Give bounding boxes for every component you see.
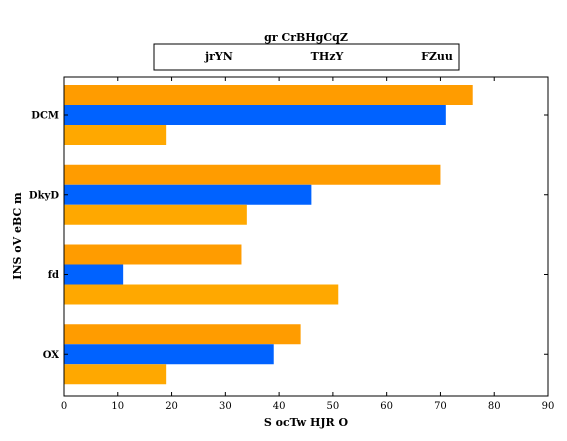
bar-DCM-FZuu	[64, 125, 166, 145]
bar-DkyD-jrYN	[64, 165, 440, 185]
x-tick-label: 0	[61, 401, 67, 412]
x-tick-label: 50	[327, 401, 340, 412]
bar-DCM-THzY	[64, 105, 446, 125]
y-tick-label: DkyD	[29, 190, 59, 201]
x-tick-label: 30	[219, 401, 232, 412]
y-tick-label: DCM	[31, 111, 59, 122]
x-tick-label: 70	[434, 401, 447, 412]
legend: gr CrBHgCqZ jrYN THzY FZuu	[154, 31, 459, 70]
y-tick-label: fd	[48, 270, 59, 281]
bar-fd-jrYN	[64, 245, 241, 265]
bar-OX-FZuu	[64, 364, 166, 384]
bar-DkyD-FZuu	[64, 205, 247, 225]
y-tick-label: OX	[43, 350, 60, 361]
x-tick-label: 60	[380, 401, 393, 412]
bars-layer	[64, 85, 473, 384]
legend-entry: THzY	[311, 50, 344, 63]
x-axis-title: S ocTw HJR O	[264, 416, 349, 429]
x-tick-label: 80	[488, 401, 501, 412]
y-axis-title: INS oV eBC m	[11, 192, 24, 280]
bar-fd-FZuu	[64, 285, 338, 305]
y-axis: DCM DkyD fd OX	[29, 111, 548, 361]
x-tick-label: 20	[165, 401, 178, 412]
bar-DCM-jrYN	[64, 85, 473, 105]
x-tick-label: 10	[111, 401, 124, 412]
legend-entry: jrYN	[204, 50, 233, 63]
bar-OX-THzY	[64, 344, 274, 364]
x-tick-label: 90	[542, 401, 555, 412]
x-tick-label: 40	[273, 401, 286, 412]
legend-box	[154, 44, 459, 70]
legend-title: gr CrBHgCqZ	[264, 31, 348, 44]
legend-entry: FZuu	[421, 50, 453, 63]
bar-fd-THzY	[64, 265, 123, 285]
bar-DkyD-THzY	[64, 185, 311, 205]
bar-OX-jrYN	[64, 324, 301, 344]
